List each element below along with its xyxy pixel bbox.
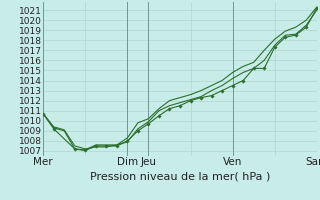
X-axis label: Pression niveau de la mer( hPa ): Pression niveau de la mer( hPa ) [90,172,270,182]
